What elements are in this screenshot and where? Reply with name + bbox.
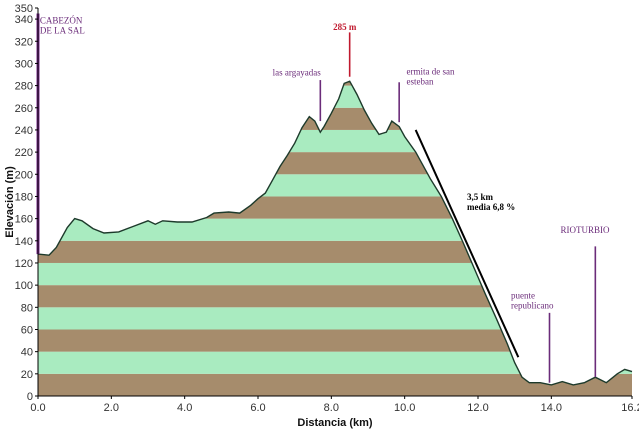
y-tick-label: 0 bbox=[27, 391, 33, 403]
y-tick-label: 160 bbox=[15, 214, 33, 226]
x-axis-title: Distancia (km) bbox=[297, 417, 373, 429]
elevation-band bbox=[38, 262, 632, 286]
x-tick-label: 4.0 bbox=[177, 402, 192, 414]
x-tick-label: 14.0 bbox=[541, 402, 562, 414]
annotation-label: 285 m bbox=[333, 22, 357, 32]
annotation-label: 3,5 km media 6,8 % bbox=[467, 192, 515, 212]
elevation-band bbox=[38, 329, 632, 352]
annotation-label: RIOTURBIO bbox=[561, 225, 610, 235]
y-tick-label: 120 bbox=[15, 258, 33, 270]
elevation-band bbox=[38, 0, 632, 19]
x-tick-label: 12.0 bbox=[467, 402, 488, 414]
x-tick-label: 2.0 bbox=[104, 402, 119, 414]
y-tick-label: 320 bbox=[15, 36, 33, 48]
elevation-band bbox=[38, 85, 632, 108]
y-tick-label: 350 bbox=[15, 3, 33, 15]
x-tick-label: 16.2 bbox=[621, 402, 639, 414]
elevation-band bbox=[38, 152, 632, 175]
y-tick-label: 300 bbox=[15, 58, 33, 70]
annotation-label: puente republicano bbox=[511, 290, 554, 310]
y-tick-label: 100 bbox=[15, 280, 33, 292]
climb-slope-line bbox=[414, 129, 520, 358]
y-tick-label: 340 bbox=[15, 14, 33, 26]
x-tick-label: 0.0 bbox=[30, 402, 45, 414]
elevation-band bbox=[38, 81, 632, 86]
x-tick-label: 10.0 bbox=[394, 402, 415, 414]
annotation-label: ermita de san esteban bbox=[407, 67, 455, 87]
elevation-band bbox=[38, 107, 632, 130]
y-axis-title: Elevación (m) bbox=[4, 166, 16, 238]
elevation-band bbox=[38, 41, 632, 63]
y-tick-label: 280 bbox=[15, 81, 33, 93]
y-tick-label: 200 bbox=[15, 169, 33, 181]
annotations: CABEZÓN DE LA SAL 285 m las argayadas ermita… bbox=[40, 16, 610, 311]
y-tick-label: 180 bbox=[15, 191, 33, 203]
elevation-band bbox=[38, 240, 632, 263]
elevation-band bbox=[38, 351, 632, 374]
y-tick-label: 80 bbox=[21, 302, 33, 314]
elevation-band bbox=[38, 218, 632, 241]
y-tick-label: 260 bbox=[15, 103, 33, 115]
elevation-bands bbox=[38, 0, 632, 396]
elevation-band bbox=[38, 129, 632, 153]
x-tick-label: 6.0 bbox=[250, 402, 265, 414]
y-tick-label: 40 bbox=[21, 347, 33, 359]
elevation-band bbox=[38, 174, 632, 197]
y-tick-label: 140 bbox=[15, 236, 33, 248]
elevation-profile-line bbox=[37, 80, 633, 386]
y-tick-label: 20 bbox=[21, 369, 33, 381]
y-tick-label: 220 bbox=[15, 147, 33, 159]
axes: 0 20 40 60 80 100 120 140 160 180 200 220 240 260 280 3… bbox=[15, 3, 639, 414]
elevation-band bbox=[38, 307, 632, 330]
elevation-band bbox=[38, 373, 632, 396]
y-tick-label: 60 bbox=[21, 324, 33, 336]
annotation-label: las argayadas bbox=[273, 68, 322, 78]
y-tick-label: 240 bbox=[15, 125, 33, 137]
elevation-band bbox=[38, 196, 632, 219]
x-tick-label: 8.0 bbox=[324, 402, 339, 414]
annotation-label: CABEZÓN DE LA SAL bbox=[40, 16, 85, 36]
